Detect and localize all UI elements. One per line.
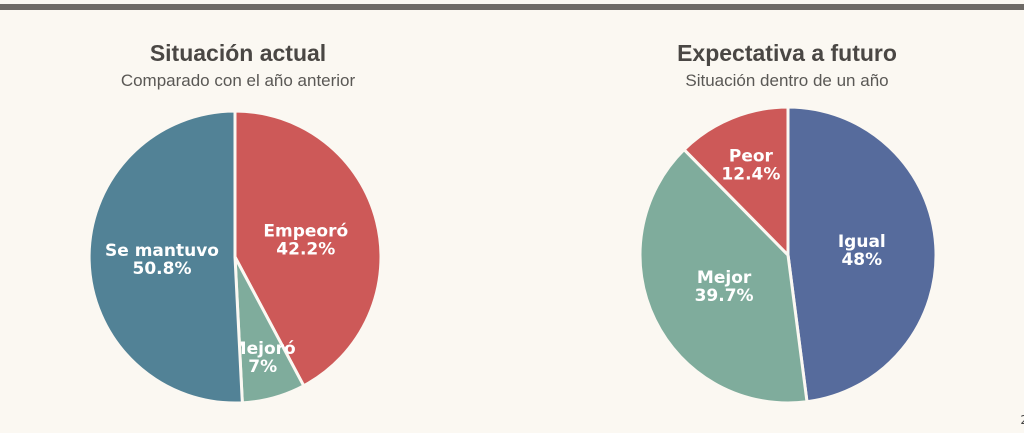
pie-slice-peor [682,105,790,257]
slice-label-mejor: Mejor 39.7% [695,268,754,306]
pie-slice-se-mantuvo [87,109,244,405]
chart-title-current: Situación actual [149,40,327,66]
slice-label-se-mantuvo: Se mantuvo 50.8% [105,241,219,279]
chart-title-future: Expectativa a futuro [677,40,897,66]
pie-slice-mejor [638,148,809,405]
chart-subtitle-future: Situación dentro de un año [685,71,889,90]
slice-label-empeoro: Empeoró 42.2% [263,221,348,259]
slice-label-igual: Igual 48% [838,232,886,270]
slice-label-peor: Peor 12.4% [721,147,780,185]
chart-subtitle-current: Comparado con el año anterior [120,71,356,90]
pie-slice-empeoro [233,109,383,388]
page-number: 2 [1020,413,1024,427]
pie-slice-igual [786,105,938,404]
slice-label-mejoro: Mejoró 7% [230,339,296,377]
top-divider [0,4,1024,10]
